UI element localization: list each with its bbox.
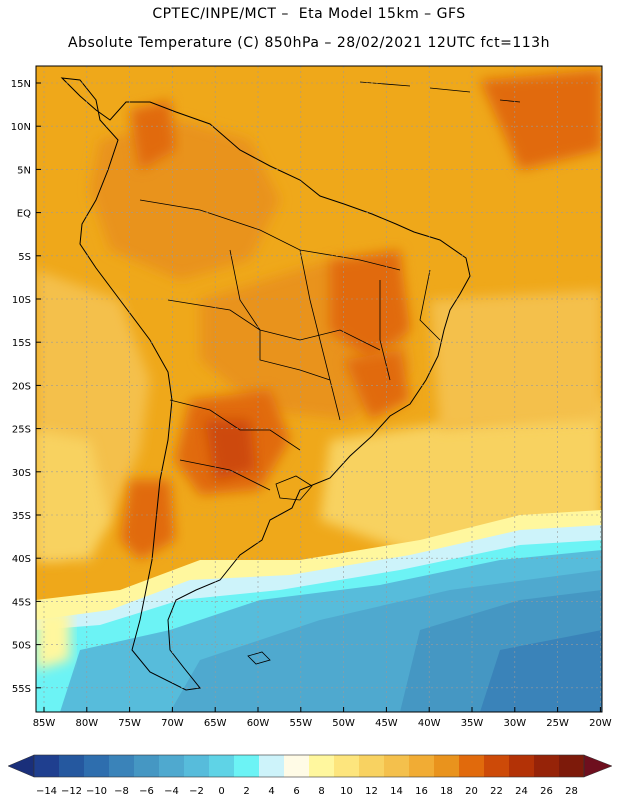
colorbar-label: 18 — [440, 786, 453, 797]
colorbar-swatch-2 — [84, 755, 110, 777]
latitude-labels: 15N 10N 5N EQ 5S 10S 15S 20S 25S 30S 35S 40S 45S 50S 5… — [11, 79, 41, 695]
lat-label-40s: 40S — [12, 554, 31, 565]
colorbar-label: 22 — [490, 786, 503, 797]
colorbar-swatch-1 — [59, 755, 85, 777]
colorbar-swatch-4 — [134, 755, 160, 777]
colorbar-label: −4 — [164, 786, 179, 797]
lon-label-35w: 35W — [461, 718, 484, 729]
colorbar-label: 8 — [318, 786, 324, 797]
lat-label-10s: 10S — [12, 295, 31, 306]
lon-label-65w: 65W — [204, 718, 227, 729]
lat-label-55s: 55S — [12, 684, 31, 695]
colorbar-label: 24 — [515, 786, 528, 797]
lat-label-eq: EQ — [17, 209, 31, 220]
colorbar-label: 16 — [415, 786, 428, 797]
colorbar-swatch-11 — [309, 755, 335, 777]
colorbar-swatch-5 — [159, 755, 185, 777]
colorbar-label: 28 — [565, 786, 578, 797]
colorbar-label: 12 — [365, 786, 378, 797]
lat-label-50s: 50S — [12, 641, 31, 652]
colorbar-swatch-10 — [284, 755, 310, 777]
lon-label-20w: 20W — [589, 718, 612, 729]
lon-label-45w: 45W — [375, 718, 398, 729]
colorbar-swatch-20 — [534, 755, 560, 777]
lat-label-25s: 25S — [12, 425, 31, 436]
colorbar-label: −2 — [189, 786, 204, 797]
colorbar-swatch-13 — [359, 755, 385, 777]
lon-label-60w: 60W — [247, 718, 270, 729]
lat-label-15n: 15N — [11, 79, 31, 90]
colorbar-label: −12 — [61, 786, 82, 797]
colorbar-swatch-0 — [34, 755, 60, 777]
temperature-field — [36, 66, 602, 712]
colorbar-label: −8 — [114, 786, 129, 797]
lat-label-30s: 30S — [12, 468, 31, 479]
colorbar-swatch-17 — [459, 755, 485, 777]
map-frame — [35, 65, 603, 713]
colorbar-swatch-3 — [109, 755, 135, 777]
lat-label-5n: 5N — [17, 165, 31, 176]
colorbar-label: 0 — [218, 786, 224, 797]
lon-label-70w: 70W — [161, 718, 184, 729]
colorbar-label: 14 — [390, 786, 403, 797]
colorbar-swatch-16 — [434, 755, 460, 777]
chart-title-line1: CPTEC/INPE/MCT – Eta Model 15km – GFS — [152, 6, 466, 22]
colorbar-swatch-8 — [234, 755, 260, 777]
colorbar-label: 20 — [465, 786, 478, 797]
colorbar: −14 −12 −10 −8 −6 −4 −2 0 2 4 6 8 10 12 14 16 18 20 22 24 26… — [7, 754, 613, 797]
lon-label-40w: 40W — [418, 718, 441, 729]
colorbar-label: 26 — [540, 786, 553, 797]
colorbar-arrow-low — [7, 754, 35, 778]
lon-label-75w: 75W — [118, 718, 141, 729]
colorbar-label: −6 — [139, 786, 154, 797]
lat-label-10n: 10N — [11, 122, 31, 133]
lon-label-55w: 55W — [289, 718, 312, 729]
lon-label-25w: 25W — [546, 718, 569, 729]
colorbar-swatch-12 — [334, 755, 360, 777]
colorbar-swatch-18 — [484, 755, 510, 777]
lat-label-5s: 5S — [18, 252, 31, 263]
lon-label-30w: 30W — [503, 718, 526, 729]
lat-label-35s: 35S — [12, 511, 31, 522]
colorbar-swatch-19 — [509, 755, 535, 777]
colorbar-swatch-6 — [184, 755, 210, 777]
colorbar-swatch-9 — [259, 755, 285, 777]
colorbar-label: −10 — [86, 786, 107, 797]
lat-label-45s: 45S — [12, 597, 31, 608]
colorbar-label: 2 — [243, 786, 249, 797]
colorbar-swatch-15 — [409, 755, 435, 777]
colorbar-label: −14 — [36, 786, 57, 797]
lon-label-85w: 85W — [33, 718, 56, 729]
longitude-labels: 85W 80W 75W 70W 65W 60W 55W 50W 45W 40W 35W 30W 25W 2… — [33, 707, 612, 729]
lon-label-50w: 50W — [332, 718, 355, 729]
chart-title-line2: Absolute Temperature (C) 850hPa – 28/02/… — [68, 35, 550, 51]
colorbar-swatch-7 — [209, 755, 235, 777]
lat-label-20s: 20S — [12, 381, 31, 392]
colorbar-label: 6 — [293, 786, 299, 797]
lat-label-15s: 15S — [12, 338, 31, 349]
colorbar-label: 4 — [268, 786, 274, 797]
lon-label-80w: 80W — [75, 718, 98, 729]
colorbar-arrow-high — [583, 754, 613, 778]
colorbar-label: 10 — [340, 786, 353, 797]
colorbar-swatch-14 — [384, 755, 410, 777]
colorbar-swatch-21 — [559, 755, 585, 777]
